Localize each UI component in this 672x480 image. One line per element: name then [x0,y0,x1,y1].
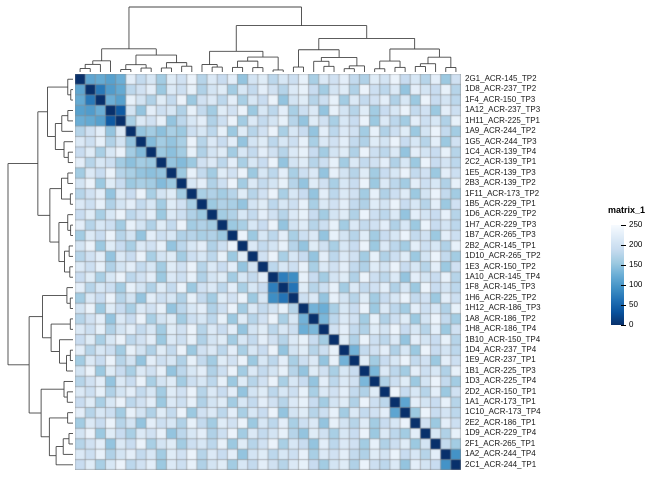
row-label: 1D10_ACR-265_TP2 [465,251,541,261]
row-label: 2C2_ACR-139_TP1 [465,157,537,167]
legend-tick-label: 250 [629,220,643,229]
legend-tick-mark [621,265,626,266]
row-label: 2F1_ACR-265_TP1 [465,438,536,448]
legend-tick-label: 200 [629,240,643,249]
row-label: 1A12_ACR-237_TP3 [465,105,541,115]
heatmap-canvas [75,74,461,470]
row-label: 1D9_ACR-229_TP4 [465,428,537,438]
row-label: 1E3_ACR-150_TP2 [465,261,536,271]
row-label: 1D4_ACR-237_TP4 [465,344,537,354]
row-label: 1H7_ACR-229_TP3 [465,219,537,229]
row-label: 1F4_ACR-150_TP3 [465,94,536,104]
legend-tick-mark [621,225,626,226]
row-label: 2B2_ACR-145_TP1 [465,240,536,250]
row-label: 1F8_ACR-145_TP3 [465,282,536,292]
row-label: 1D6_ACR-229_TP2 [465,209,537,219]
legend-tick-label: 0 [629,320,634,329]
row-label: 1E5_ACR-139_TP3 [465,167,536,177]
row-label: 1C4_ACR-139_TP4 [465,146,537,156]
row-label: 1E9_ACR-237_TP1 [465,355,536,365]
row-label: 1G5_ACR-244_TP3 [465,136,537,146]
row-label: 1A10_ACR-145_TP4 [465,272,541,281]
row-label: 1F11_ACR-173_TP2 [465,188,540,198]
legend: matrix_1 250 200 150 100 50 0 [608,205,672,355]
row-dendrogram [7,78,73,466]
legend-colorbar [611,225,624,325]
row-label: 2B3_ACR-139_TP2 [465,178,536,188]
row-label: 1C10_ACR-173_TP4 [465,407,541,417]
row-label: 2E2_ACR-186_TP1 [465,417,536,427]
row-label: 1A9_ACR-244_TP2 [465,126,536,136]
row-label: 2D2_ACR-150_TP1 [465,386,537,396]
legend-tick-label: 100 [629,280,643,289]
row-label: 1D3_ACR-225_TP4 [465,376,537,386]
row-label: 1D8_ACR-237_TP2 [465,84,537,94]
legend-tick-mark [621,285,626,286]
legend-tick-label: 150 [629,260,643,269]
row-label: 1H6_ACR-225_TP2 [465,292,537,302]
row-label: 2C1_ACR-244_TP1 [465,459,537,469]
row-label: 1B10_ACR-150_TP4 [465,334,541,344]
legend-tick-mark [621,325,626,326]
row-label: 1B5_ACR-229_TP1 [465,199,536,209]
legend-tick-label: 50 [629,300,638,309]
row-labels: 2G1_ACR-145_TP2 1D8_ACR-237_TP2 1F4_ACR-15… [465,74,615,470]
row-label: 1A1_ACR-173_TP1 [465,397,536,407]
row-label: 1A8_ACR-186_TP2 [465,313,536,323]
row-label: 1H8_ACR-186_TP4 [465,324,537,334]
row-label: 2G1_ACR-145_TP2 [465,74,537,83]
legend-tick-mark [621,305,626,306]
row-label: 1B1_ACR-225_TP3 [465,365,536,375]
row-label: 1B7_ACR-265_TP3 [465,230,536,240]
row-label: 1H11_ACR-225_TP1 [465,115,541,125]
legend-tick-mark [621,245,626,246]
row-label: 1A2_ACR-244_TP4 [465,449,536,459]
column-dendrogram [79,6,457,72]
row-label: 1H12_ACR-186_TP3 [465,303,541,313]
legend-title: matrix_1 [608,205,646,215]
